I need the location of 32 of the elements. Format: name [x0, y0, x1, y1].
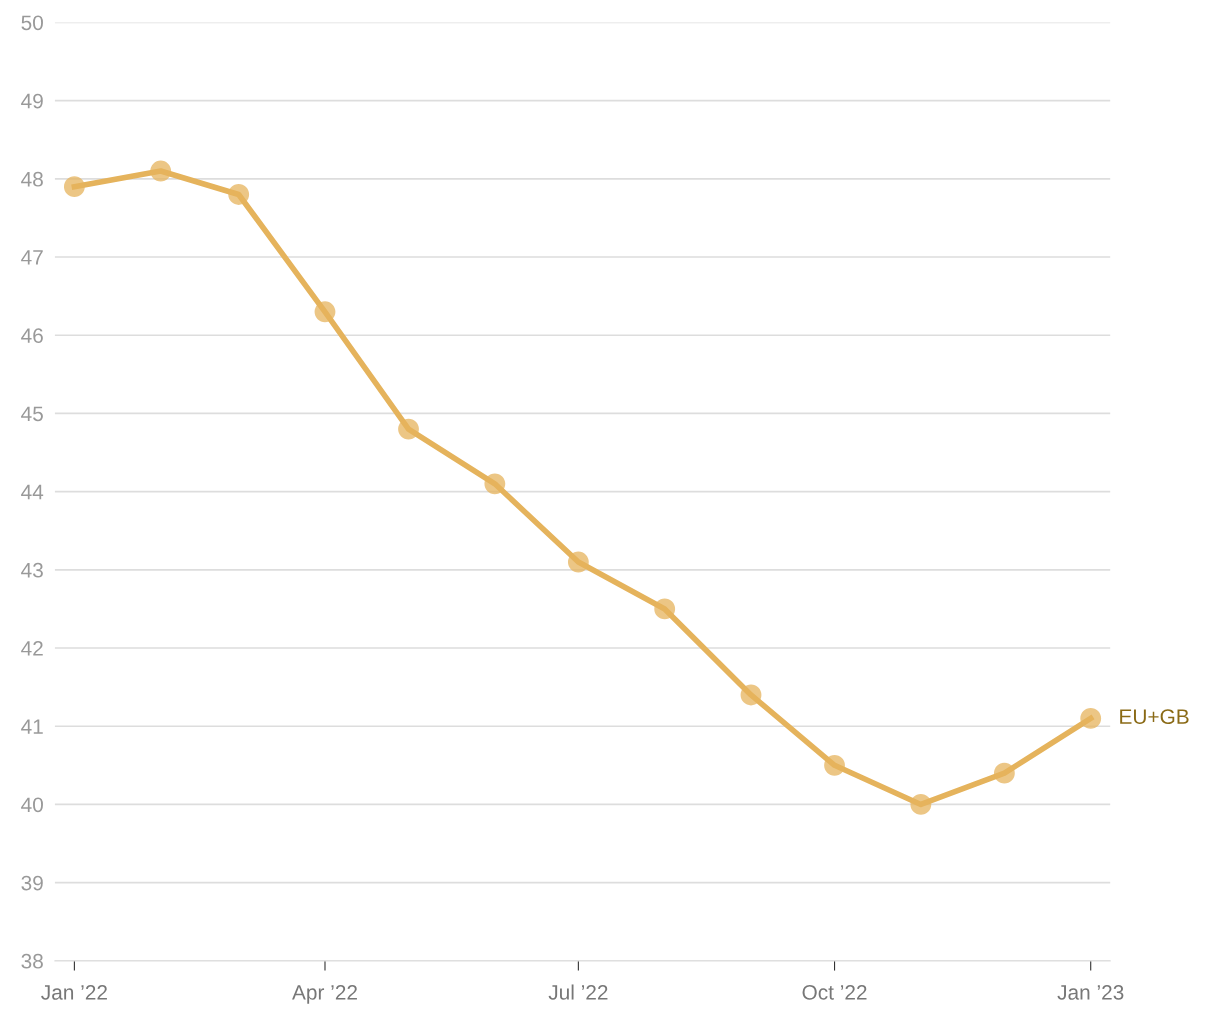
y-tick-label: 44: [21, 484, 44, 500]
point: [228, 184, 250, 205]
point: [993, 762, 1015, 784]
point: [910, 794, 932, 815]
point: [654, 598, 676, 620]
y-tick-label: 50: [21, 15, 43, 31]
point: [63, 176, 85, 198]
point: [824, 754, 845, 776]
y-tick-label: 40: [21, 797, 43, 813]
point: [740, 684, 762, 706]
point: [1080, 708, 1102, 729]
y-tick-label: 41: [21, 719, 43, 734]
x-tick-label: Jan ’23: [1057, 985, 1124, 1000]
y-tick-label: 43: [21, 562, 43, 578]
x-tick-label: Jan ’22: [41, 985, 107, 1000]
x-tick-label: Apr ’22: [292, 985, 357, 1004]
point: [567, 551, 589, 573]
y-tick-label: 48: [21, 171, 43, 187]
y-tick-label: 38: [21, 953, 43, 969]
x-tick-label: Jul ’22: [548, 984, 608, 1000]
y-tick-label: 47: [21, 250, 43, 265]
y-tick-label: 45: [21, 406, 43, 422]
y-tick-label: 39: [21, 875, 43, 891]
y-tick-label: 49: [21, 93, 43, 109]
x-tick-label: Oct ’22: [802, 985, 867, 1000]
point: [150, 160, 172, 182]
point: [398, 418, 419, 440]
point: [314, 301, 336, 323]
y-tick-label: 46: [21, 328, 43, 343]
point: [484, 473, 506, 495]
y-tick-label: 42: [21, 641, 43, 656]
series-label: EU+GB: [1120, 709, 1189, 725]
